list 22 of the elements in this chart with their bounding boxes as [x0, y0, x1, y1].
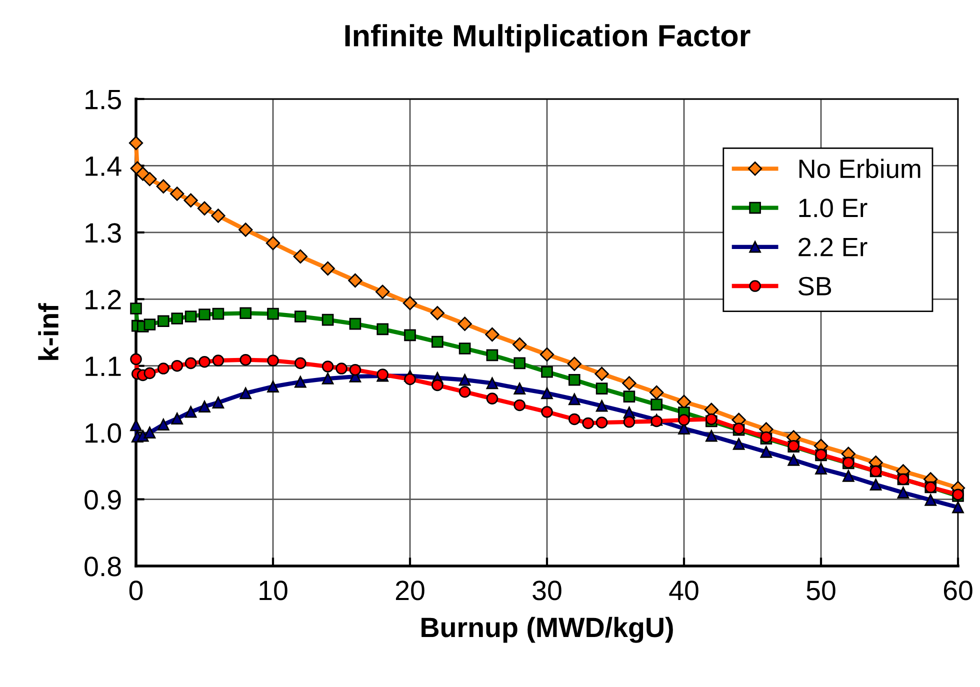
legend-label: SB — [798, 276, 832, 296]
y-tick-label: 0.8 — [84, 556, 121, 576]
legend-label: 2.2 Er — [798, 238, 868, 256]
y-tick-label: 1.5 — [86, 90, 121, 110]
y-tick-label: 0.9 — [84, 490, 121, 510]
x-tick-label: 40 — [669, 580, 698, 600]
y-tick-label: 1.1 — [86, 356, 121, 376]
x-tick-label: 10 — [260, 580, 288, 600]
y-tick-label: 1.4 — [86, 156, 122, 176]
x-tick-label: 50 — [806, 580, 836, 600]
x-tick-label: 0 — [129, 580, 143, 600]
legend-label: No Erbium — [799, 158, 920, 178]
legend-label: 1.0 Er — [799, 198, 868, 218]
x-tick-label: 20 — [396, 580, 424, 600]
y-tick-label: 1.0 — [86, 423, 122, 443]
x-tick-label: 60 — [944, 580, 972, 600]
y-axis-title: k-inf — [38, 303, 58, 360]
x-axis-title: Burnup (MWD/kgU) — [422, 616, 673, 643]
y-tick-label: 1.3 — [86, 223, 121, 243]
y-tick-label: 1.2 — [86, 290, 121, 310]
chart-title: Infinite Multiplication Factor — [345, 24, 750, 53]
x-tick-label: 30 — [532, 580, 562, 600]
